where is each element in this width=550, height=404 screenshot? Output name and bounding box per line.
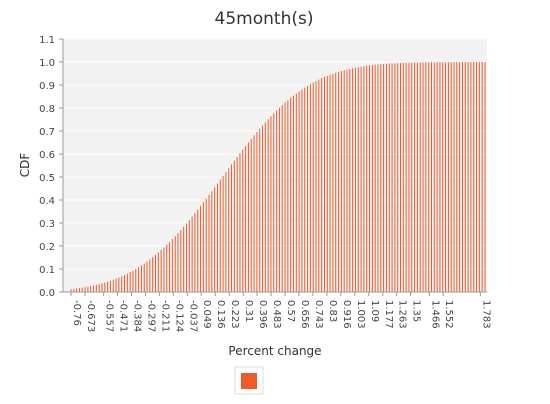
x-tick-label: -0.471 [118, 300, 129, 332]
x-tick-label: -0.211 [159, 300, 170, 332]
y-tick-label: 0.1 [39, 265, 55, 276]
x-tick-label: -0.037 [187, 300, 198, 332]
x-tick-label: -0.557 [104, 300, 115, 332]
x-tick-label: 0.223 [229, 300, 240, 329]
x-tick-label: 1.466 [429, 300, 440, 329]
y-tick-label: 0.0 [39, 288, 55, 299]
x-tick-label: 0.916 [341, 300, 352, 329]
y-tick-label: 0.8 [39, 104, 55, 115]
x-tick-label: 1.09 [369, 300, 380, 322]
x-tick-label: 0.656 [299, 300, 310, 329]
x-tick-label: 0.57 [285, 300, 296, 322]
y-tick-label: 0.4 [39, 196, 55, 207]
grid-layer [63, 38, 487, 293]
bar-layer [70, 62, 486, 292]
x-tick-label: -0.76 [71, 300, 82, 326]
y-tick-label: 0.3 [39, 219, 55, 230]
axis-layer: 0.0 0.1 0.2 0.3 0.4 0.5 0.6 0.7 0.8 0.9 1.0 1.1 -0.7… [39, 35, 491, 332]
y-tick-label: 0.6 [39, 150, 55, 161]
x-tick-label: 1.003 [355, 300, 366, 329]
x-tick-label: 0.743 [313, 300, 324, 329]
x-tick-label: -0.297 [146, 300, 157, 332]
x-tick-label: 1.177 [383, 300, 394, 329]
x-tick-label: 1.263 [397, 300, 408, 329]
x-axis-label: Percent change [228, 344, 321, 358]
x-tick-label: -0.124 [173, 300, 184, 332]
legend [234, 366, 264, 395]
y-tick-label: 1.1 [39, 35, 55, 46]
x-tick-label: 0.483 [271, 300, 282, 329]
plot-area [63, 39, 487, 292]
y-tick-label: 0.9 [39, 81, 55, 92]
y-tick-label: 0.2 [39, 242, 55, 253]
x-tick-label: 1.35 [411, 300, 422, 322]
x-tick-label: 1.552 [443, 300, 454, 329]
x-tick-label: -0.673 [85, 300, 96, 332]
x-tick-label: -0.384 [132, 300, 143, 332]
chart-title: 45month(s) [215, 9, 314, 29]
y-tick-label: 0.5 [39, 173, 55, 184]
legend-swatch [241, 373, 257, 389]
x-tick-label: 1.783 [480, 300, 491, 329]
y-tick-label: 1.0 [39, 58, 55, 69]
y-axis-label: CDF [18, 153, 32, 178]
y-tick-label: 0.7 [39, 127, 55, 138]
x-tick-label: 0.049 [201, 300, 212, 329]
x-tick-label: 0.136 [215, 300, 226, 329]
x-tick-label: 0.83 [327, 300, 338, 322]
x-tick-label: 0.31 [243, 300, 254, 322]
x-tick-label: 0.396 [257, 300, 268, 329]
